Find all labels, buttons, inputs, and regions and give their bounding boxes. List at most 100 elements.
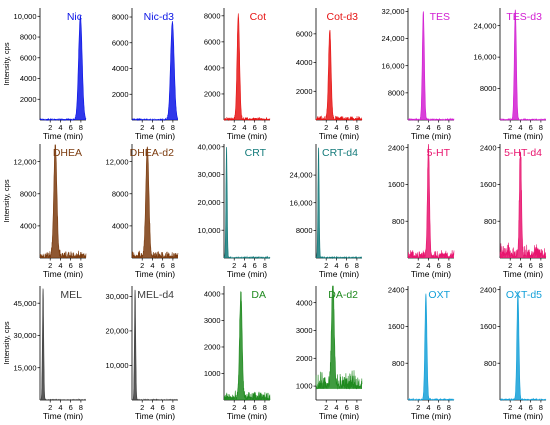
y-tick-label: 4000 — [112, 221, 129, 230]
y-tick-label: 2000 — [296, 354, 313, 363]
peak-fill — [132, 21, 178, 120]
chromatogram-trace — [407, 293, 455, 402]
y-tick-label: 800 — [484, 359, 497, 368]
y-tick-label: 2400 — [388, 285, 405, 294]
x-axis-label: Time (min) — [135, 269, 175, 279]
x-axis-label: Time (min) — [411, 269, 451, 279]
panel-title: OXT — [428, 289, 450, 301]
peak-fill — [500, 10, 546, 121]
x-tick-label: 2 — [416, 403, 420, 412]
x-tick-label: 8 — [447, 123, 451, 132]
x-tick-label: 4 — [150, 261, 154, 270]
row-ylabels: Intensity, cps Intensity, cps Intensity, c… — [2, 42, 11, 364]
y-tick-label: 4000 — [204, 290, 221, 299]
x-tick-label: 6 — [69, 261, 73, 270]
y-tick-label: 1600 — [480, 180, 497, 189]
peak-fill — [408, 11, 454, 120]
y-tick-label: 4000 — [20, 221, 37, 230]
x-tick-label: 4 — [334, 261, 338, 270]
x-tick-label: 8 — [79, 123, 83, 132]
y-tick-label: 16,000 — [474, 53, 497, 62]
x-tick-label: 2 — [508, 261, 512, 270]
x-tick-label: 2 — [416, 123, 420, 132]
x-tick-label: 8 — [263, 261, 267, 270]
x-tick-label: 6 — [69, 403, 73, 412]
x-axis-label: Time (min) — [503, 131, 543, 141]
peak-fill — [132, 289, 178, 400]
row-ylabel-3: Intensity, cps — [2, 321, 11, 364]
x-tick-label: 6 — [253, 123, 257, 132]
panel-title: Nic — [67, 11, 82, 23]
chromatogram-trace — [131, 289, 178, 401]
chromatogram-trace — [407, 11, 455, 122]
y-tick-label: 32,000 — [382, 7, 405, 16]
row-ylabel-2: Intensity, cps — [2, 179, 11, 222]
x-tick-label: 2 — [140, 403, 144, 412]
y-tick-label: 2400 — [388, 143, 405, 152]
chromatogram-trace — [499, 291, 547, 402]
y-tick-label: 2000 — [20, 95, 37, 104]
panel-title: TES-d3 — [506, 11, 542, 23]
y-tick-label: 30,000 — [198, 170, 221, 179]
panel-title: MEL-d4 — [137, 289, 174, 301]
chromatogram-trace — [131, 146, 179, 259]
y-tick-label: 10,000 — [106, 361, 129, 370]
x-tick-label: 4 — [426, 403, 430, 412]
x-tick-label: 2 — [416, 261, 420, 270]
x-axis-label: Time (min) — [43, 131, 83, 141]
panel-title: DHEA-d2 — [130, 147, 175, 159]
chromatogram-trace — [131, 20, 179, 122]
y-tick-label: 4000 — [296, 298, 313, 307]
y-tick-label: 24,000 — [382, 34, 405, 43]
y-tick-label: 6000 — [112, 38, 129, 47]
peak-fill — [224, 147, 270, 258]
y-tick-label: 4000 — [112, 64, 129, 73]
x-tick-label: 8 — [171, 123, 175, 132]
x-tick-label: 2 — [232, 123, 236, 132]
x-tick-label: 4 — [242, 123, 246, 132]
x-tick-label: 2 — [48, 403, 52, 412]
y-tick-label: 24,000 — [474, 21, 497, 30]
panel-title: Cot — [250, 11, 266, 23]
x-tick-label: 6 — [161, 123, 165, 132]
x-tick-label: 2 — [508, 403, 512, 412]
y-tick-label: 20,000 — [198, 198, 221, 207]
x-axis-label: Time (min) — [503, 411, 543, 421]
x-axis-label: Time (min) — [319, 269, 359, 279]
x-tick-label: 4 — [242, 261, 246, 270]
y-tick-label: 1600 — [388, 322, 405, 331]
chromatogram-trace — [223, 290, 271, 401]
panel-title: DHEA — [53, 147, 82, 159]
x-tick-label: 4 — [58, 123, 62, 132]
y-tick-label: 24,000 — [290, 171, 313, 180]
peak-fill — [500, 152, 546, 258]
x-tick-label: 4 — [150, 123, 154, 132]
x-tick-label: 2 — [232, 403, 236, 412]
x-axis-label: Time (min) — [227, 131, 267, 141]
y-tick-label: 800 — [392, 359, 405, 368]
x-tick-label: 2 — [140, 261, 144, 270]
x-tick-label: 4 — [426, 261, 430, 270]
peak-fill — [40, 288, 86, 400]
peak-fill — [500, 291, 546, 400]
peak-fill — [224, 291, 270, 400]
y-tick-label: 6000 — [296, 29, 313, 38]
x-tick-label: 8 — [539, 123, 543, 132]
x-tick-label: 2 — [324, 261, 328, 270]
x-tick-label: 8 — [171, 403, 175, 412]
chromatogram-trace — [315, 285, 363, 390]
panel-title: MEL — [60, 289, 82, 301]
x-axis-label: Time (min) — [319, 131, 359, 141]
x-tick-label: 2 — [48, 261, 52, 270]
chromatogram-trace — [39, 144, 87, 259]
peak-fill — [316, 148, 362, 258]
